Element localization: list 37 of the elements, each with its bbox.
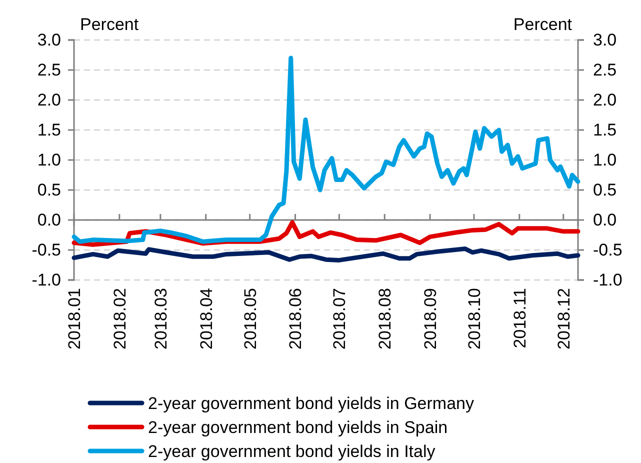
y-tick-label: 3.0 bbox=[37, 30, 61, 50]
y-tick-label: 2.5 bbox=[37, 60, 61, 80]
y2-tick-label: -0.5 bbox=[593, 240, 622, 260]
y2-tick-label: 0.0 bbox=[593, 210, 617, 230]
y-axis-title: Percent bbox=[80, 15, 139, 34]
y2-tick-label: 1.0 bbox=[593, 150, 617, 170]
legend-label: 2-year government bond yields in Germany bbox=[148, 394, 474, 413]
x-tick-label: 2018.06 bbox=[286, 288, 306, 350]
y-tick-label: -1.0 bbox=[32, 270, 61, 290]
y2-axis-title: Percent bbox=[513, 15, 572, 34]
x-tick-label: 2018.04 bbox=[196, 288, 216, 350]
y2-tick-label: 2.0 bbox=[593, 90, 617, 110]
y2-tick-label: 1.5 bbox=[593, 120, 617, 140]
line-series bbox=[72, 56, 580, 244]
y2-tick-label: 3.0 bbox=[593, 30, 617, 50]
x-tick-label: 2018.11 bbox=[510, 288, 530, 348]
x-tick-label: 2018.02 bbox=[110, 288, 130, 350]
x-tick-label: 2018.12 bbox=[554, 288, 574, 350]
x-tick-label: 2018.07 bbox=[330, 288, 350, 350]
y-tick-label: -0.5 bbox=[32, 240, 61, 260]
y2-tick-label: 0.5 bbox=[593, 180, 617, 200]
y-tick-label: 1.5 bbox=[37, 120, 61, 140]
legend-label: 2-year government bond yields in Italy bbox=[148, 442, 436, 461]
x-tick-label: 2018.09 bbox=[420, 288, 440, 350]
y-tick-label: 0.5 bbox=[37, 180, 61, 200]
x-tick-label: 2018.10 bbox=[464, 288, 484, 350]
legend-label: 2-year government bond yields in Spain bbox=[148, 418, 448, 437]
line-series bbox=[72, 246, 580, 262]
y-tick-label: 0.0 bbox=[37, 210, 61, 230]
y-tick-label: 1.0 bbox=[37, 150, 61, 170]
x-tick-label: 2018.05 bbox=[240, 288, 260, 350]
y2-tick-label: 2.5 bbox=[593, 60, 617, 80]
x-tick-label: 2018.03 bbox=[151, 288, 170, 350]
x-tick-label: 2018.01 bbox=[64, 288, 84, 350]
y-tick-label: 2.0 bbox=[37, 90, 61, 110]
x-tick-label: 2018.08 bbox=[376, 288, 395, 350]
y2-tick-label: -1.0 bbox=[593, 270, 622, 290]
